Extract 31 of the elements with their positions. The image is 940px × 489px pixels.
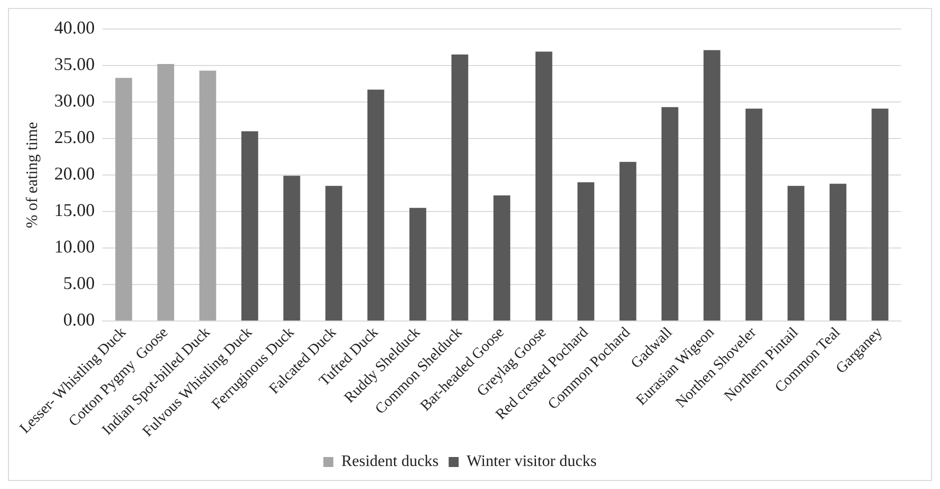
bar (199, 70, 216, 320)
bar (662, 107, 678, 320)
bar (704, 50, 720, 320)
y-tick-label: 40.00 (54, 18, 95, 38)
bar (325, 186, 342, 320)
bar (493, 195, 510, 320)
bar (788, 186, 804, 320)
bar (619, 162, 636, 320)
bar (535, 52, 552, 320)
y-tick-label: 10.00 (54, 236, 95, 257)
legend-label: Winter visitor ducks (466, 453, 597, 470)
y-tick-label: 15.00 (54, 200, 95, 220)
y-tick-label: 30.00 (54, 90, 95, 111)
bar (157, 64, 174, 320)
y-tick-label: 5.00 (63, 273, 95, 294)
bar (451, 54, 468, 320)
bar (830, 184, 846, 320)
y-tick-label: 25.00 (54, 127, 95, 148)
bar (283, 176, 300, 320)
y-axis-title: % of eating time (24, 122, 41, 228)
y-tick-label: 0.00 (63, 310, 95, 330)
bar (115, 78, 132, 320)
bar (367, 90, 384, 320)
bar (746, 108, 762, 320)
bar (577, 182, 594, 320)
y-tick-label: 20.00 (54, 164, 95, 184)
bar (409, 208, 426, 320)
y-tick-label: 35.00 (54, 54, 95, 74)
bar (241, 131, 258, 320)
bar (872, 108, 888, 320)
legend-label: Resident ducks (341, 453, 439, 470)
